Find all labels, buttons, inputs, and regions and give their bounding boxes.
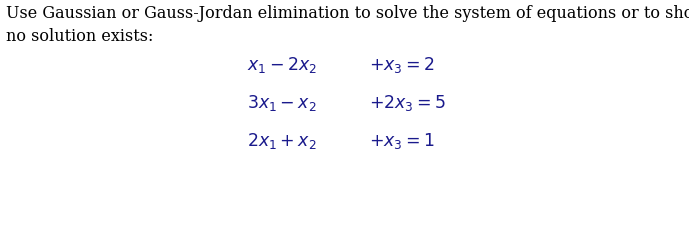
Text: $2x_1 + x_2$: $2x_1 + x_2$: [247, 131, 317, 151]
Text: Use Gaussian or Gauss-Jordan elimination to solve the system of equations or to : Use Gaussian or Gauss-Jordan elimination…: [6, 5, 689, 45]
Text: $x_1 - 2x_2$: $x_1 - 2x_2$: [247, 55, 317, 75]
Text: $+2x_3 = 5$: $+2x_3 = 5$: [369, 93, 446, 113]
Text: $+x_3 = 2$: $+x_3 = 2$: [369, 55, 434, 75]
Text: $+x_3 = 1$: $+x_3 = 1$: [369, 131, 434, 151]
Text: $3x_1 - x_2$: $3x_1 - x_2$: [247, 93, 317, 113]
